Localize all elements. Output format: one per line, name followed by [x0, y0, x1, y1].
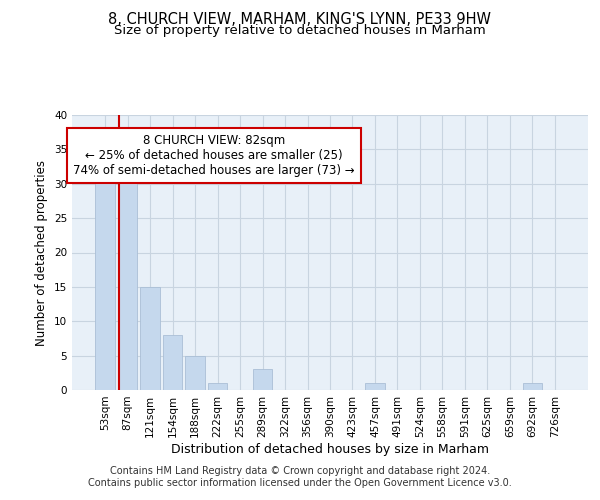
Y-axis label: Number of detached properties: Number of detached properties: [35, 160, 49, 346]
Text: 8, CHURCH VIEW, MARHAM, KING'S LYNN, PE33 9HW: 8, CHURCH VIEW, MARHAM, KING'S LYNN, PE3…: [109, 12, 491, 28]
Bar: [523, 383, 542, 390]
Text: Contains HM Land Registry data © Crown copyright and database right 2024.
Contai: Contains HM Land Registry data © Crown c…: [88, 466, 512, 487]
Text: 8 CHURCH VIEW: 82sqm
← 25% of detached houses are smaller (25)
74% of semi-detac: 8 CHURCH VIEW: 82sqm ← 25% of detached h…: [73, 134, 355, 178]
Bar: [140, 287, 160, 390]
Bar: [253, 370, 272, 390]
Bar: [95, 163, 115, 390]
Bar: [118, 163, 137, 390]
Bar: [185, 356, 205, 390]
Bar: [365, 383, 385, 390]
Text: Size of property relative to detached houses in Marham: Size of property relative to detached ho…: [114, 24, 486, 37]
X-axis label: Distribution of detached houses by size in Marham: Distribution of detached houses by size …: [171, 442, 489, 456]
Bar: [208, 383, 227, 390]
Bar: [163, 335, 182, 390]
